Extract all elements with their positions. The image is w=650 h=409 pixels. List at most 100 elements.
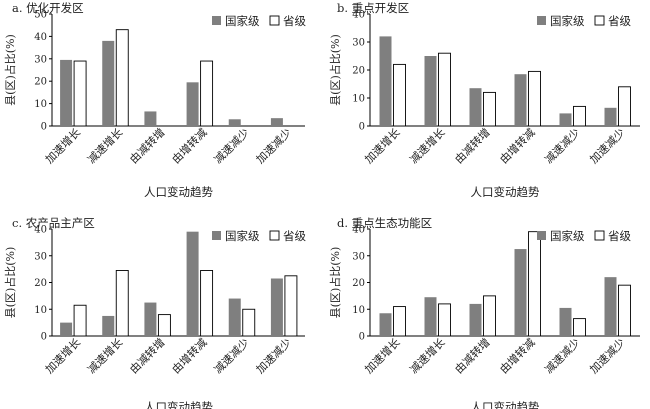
bar-national [60, 59, 73, 126]
bar-provincial [573, 318, 586, 337]
category-label: 加速增长 [362, 125, 403, 166]
x-axis-label: 人口变动趋势 [471, 400, 540, 409]
bar-national [604, 107, 617, 126]
y-tick-label: 30 [34, 251, 47, 262]
y-tick-label: 20 [34, 278, 47, 289]
legend-label: 国家级 [550, 14, 585, 28]
y-tick-label: 0 [41, 122, 47, 133]
category-label: 减速减少 [212, 126, 252, 166]
y-axis-label: 县(区)占比(%) [3, 247, 17, 319]
bar-national [102, 315, 115, 336]
bar-national [469, 88, 482, 126]
y-tick-label: 30 [352, 38, 365, 49]
bar-provincial [200, 60, 214, 127]
bar-national [559, 113, 572, 126]
category-label: 减速增长 [84, 335, 125, 376]
panel-title: d. 重点生态功能区 [337, 216, 432, 230]
bar-national [270, 278, 283, 336]
category-label: 加速减少 [254, 336, 294, 376]
category-label: 加速增长 [42, 125, 83, 166]
y-tick-label: 10 [34, 99, 47, 110]
bar-national [424, 56, 437, 126]
y-axis-label: 县(区)占比(%) [328, 34, 342, 106]
legend-swatch-provincial [269, 15, 280, 26]
legend-label: 省级 [283, 14, 306, 28]
legend-swatch-national [537, 16, 546, 25]
legend-label: 省级 [283, 229, 306, 243]
y-tick-label: 40 [352, 225, 365, 236]
legend-swatch-provincial [594, 230, 605, 241]
category-label: 由增转减 [497, 335, 538, 376]
bar-provincial [73, 60, 87, 127]
y-tick-label: 10 [352, 305, 365, 316]
bar-national [559, 307, 572, 336]
chart-panel-3: 0 10 20 30 40 加速增长 减速增长 由减转增 由增转减 减速减少 加速减少 d. 重点生态… [328, 216, 640, 409]
bar-provincial [618, 284, 631, 337]
x-axis-label: 人口变动趋势 [144, 400, 213, 409]
y-tick-label: 10 [352, 94, 365, 105]
category-label: 加速增长 [42, 335, 83, 376]
bar-national [60, 322, 73, 336]
bar-provincial [200, 270, 214, 337]
legend-swatch-provincial [269, 230, 280, 241]
y-tick-label: 20 [352, 278, 365, 289]
y-axis-label: 县(区)占比(%) [3, 34, 17, 106]
legend-swatch-national [212, 231, 221, 240]
x-axis-label: 人口变动趋势 [471, 185, 540, 199]
bar-national [469, 303, 482, 336]
y-tick-label: 40 [352, 10, 365, 21]
y-tick-label: 0 [359, 122, 365, 133]
bar-national [228, 298, 241, 336]
category-label: 由增转减 [497, 125, 538, 166]
bar-provincial [242, 308, 256, 337]
bar-national [144, 111, 157, 126]
category-label: 加速减少 [587, 336, 627, 376]
bar-provincial [483, 91, 496, 127]
bar-provincial [438, 52, 451, 127]
bar-provincial [618, 86, 631, 127]
y-axis-label: 县(区)占比(%) [328, 247, 342, 319]
legend-swatch-national [212, 16, 221, 25]
category-label: 加速增长 [362, 335, 403, 376]
panel-title: c. 农产品主产区 [12, 216, 95, 230]
bar-provincial [528, 70, 541, 127]
bar-provincial [483, 295, 496, 337]
bar-national [514, 249, 527, 336]
x-axis-label: 人口变动趋势 [144, 185, 213, 199]
category-label: 减速增长 [407, 335, 448, 376]
bar-national [144, 302, 157, 336]
bar-provincial [438, 303, 451, 337]
y-tick-label: 0 [41, 332, 47, 343]
y-tick-label: 40 [34, 225, 47, 236]
bar-provincial [284, 275, 298, 337]
category-label: 加速减少 [587, 126, 627, 166]
legend-label: 国家级 [225, 229, 260, 243]
y-tick-label: 50 [34, 10, 47, 21]
chart-panel-1: 0 10 20 30 40 加速增长 减速增长 由减转增 由增转减 减速减少 加速减少 b. 重点开发… [328, 1, 640, 199]
legend-label: 省级 [608, 14, 631, 28]
bar-national [379, 313, 392, 336]
bar-provincial [115, 270, 129, 337]
category-label: 减速增长 [407, 125, 448, 166]
bar-provincial [393, 306, 406, 337]
legend-label: 省级 [608, 229, 631, 243]
bar-national [186, 82, 199, 126]
bar-national [270, 118, 283, 126]
category-label: 由减转增 [127, 125, 168, 166]
panel-title: a. 优化开发区 [12, 1, 84, 15]
bar-provincial [115, 29, 129, 127]
category-label: 由减转增 [452, 335, 493, 376]
y-tick-label: 30 [352, 251, 365, 262]
category-label: 由增转减 [169, 335, 210, 376]
legend-label: 国家级 [225, 14, 260, 28]
category-label: 加速减少 [254, 126, 294, 166]
bar-provincial [528, 231, 541, 337]
legend-swatch-national [537, 231, 546, 240]
category-label: 减速减少 [542, 336, 582, 376]
bar-provincial [157, 314, 171, 337]
bar-national [604, 277, 617, 336]
bar-provincial [73, 304, 87, 337]
y-tick-label: 30 [34, 54, 47, 65]
category-label: 由减转增 [127, 335, 168, 376]
